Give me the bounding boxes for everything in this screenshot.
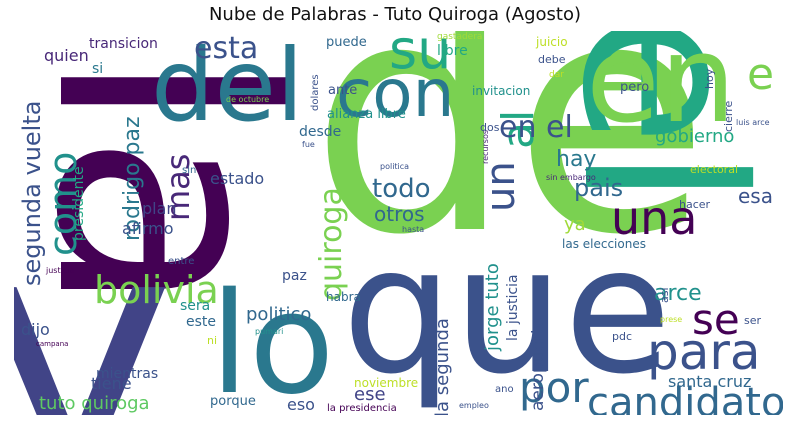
cloud-word: paz [282, 268, 307, 284]
cloud-word: segunda vuelta [18, 100, 46, 286]
cloud-word: ser [744, 314, 762, 327]
cloud-word: fue [302, 140, 315, 149]
cloud-word: ese [354, 384, 386, 405]
cloud-word: cierre [722, 100, 735, 132]
cloud-word: puede [326, 35, 367, 50]
cloud-word: recursos [481, 129, 490, 164]
cloud-word: hoy [703, 68, 716, 89]
cloud-word: ano [495, 384, 514, 395]
cloud-word: si [92, 61, 104, 77]
cloud-word: esa [738, 184, 773, 208]
cloud-word: debe [538, 53, 566, 66]
cloud-word: esta [194, 31, 259, 66]
cloud-word: tiene [91, 374, 132, 393]
cloud-word: juicio [536, 35, 568, 49]
cloud-word: dos [480, 121, 500, 134]
cloud-word: todo [372, 174, 431, 204]
cloud-word: dijo [21, 320, 50, 339]
cloud-word: candidato [587, 380, 783, 415]
cloud-word: pumari [255, 327, 284, 336]
cloud-word: pais [574, 174, 624, 202]
cloud-word: hacer [679, 198, 711, 211]
cloud-word: electoral [690, 163, 739, 176]
word-cloud: la de y que el en del lo con su para una… [14, 31, 783, 415]
cloud-word: aeropuerto [528, 317, 548, 411]
cloud-word: por [519, 363, 589, 412]
cloud-word: su [389, 31, 452, 81]
cloud-word: desde [299, 124, 342, 140]
cloud-word: y [14, 158, 176, 415]
cloud-word: un [478, 161, 524, 212]
cloud-word: de [310, 31, 710, 305]
cloud-word: que [342, 210, 672, 413]
cloud-word: dolares [310, 74, 321, 111]
cloud-word: eso [287, 395, 315, 414]
cloud-word: en el [499, 110, 573, 145]
cloud-word: entre [168, 256, 195, 267]
cloud-word: gobierno [655, 126, 735, 147]
cloud-word: e [747, 49, 775, 100]
cloud-word: quien [44, 46, 89, 65]
cloud-word: libre [437, 43, 468, 59]
cloud-word: luis arce [736, 118, 770, 127]
cloud-word: ya [564, 214, 586, 235]
cloud-word: se [692, 295, 740, 344]
cloud-word: las elecciones [562, 237, 646, 251]
figure-title: Nube de Palabras - Tuto Quiroga (Agosto) [208, 4, 582, 25]
cloud-word: quiroga [314, 187, 349, 301]
cloud-word: invitacion [472, 84, 531, 98]
cloud-word: ni [207, 334, 218, 347]
cloud-word: de octubre [226, 95, 270, 104]
cloud-word: sera [180, 298, 211, 314]
cloud-word: porque [210, 394, 256, 409]
cloud-word: politica [380, 162, 410, 171]
cloud-word: lo [210, 263, 335, 415]
cloud-word: otros [374, 202, 425, 226]
cloud-word: santa cruz [668, 372, 752, 391]
cloud-word: arce [654, 281, 702, 306]
cloud-word: con [336, 55, 455, 132]
cloud-word: gastadera [437, 32, 483, 42]
cloud-word: asi [658, 287, 671, 303]
cloud-word: estado [210, 169, 265, 188]
cloud-word: campana [36, 340, 69, 348]
cloud-word: sin embargo [546, 173, 596, 182]
cloud-word: politico [246, 304, 312, 325]
cloud-word: para [647, 323, 761, 381]
cloud-word: jorge tuto [482, 263, 503, 351]
cloud-word: la justicia [505, 274, 521, 341]
cloud-word: una [611, 191, 698, 245]
cloud-word: prese [660, 315, 683, 324]
cloud-word: pdc [612, 330, 633, 343]
cloud-word: pero [620, 80, 650, 95]
cloud-word: hasta [402, 225, 425, 234]
cloud-word: empleo [459, 401, 489, 410]
cloud-word: noviembre [354, 376, 419, 390]
cloud-word: habra [326, 290, 361, 304]
cloud-word: dar [549, 70, 564, 80]
cloud-word: presidente [71, 166, 87, 241]
cloud-word: en [586, 31, 736, 150]
cloud-word: del [151, 31, 304, 144]
cloud-word: mientras [96, 366, 159, 382]
cloud-word: justicia [46, 266, 75, 275]
cloud-word: transicion [89, 36, 158, 52]
cloud-word: tuto quiroga [39, 393, 150, 414]
cloud-word: la segunda [432, 318, 453, 415]
cloud-word: alianza libre [327, 107, 406, 122]
cloud-word: sin [182, 165, 197, 176]
cloud-word: bolivia [94, 268, 219, 312]
cloud-word: afirmo [122, 219, 174, 238]
cloud-word: la presidencia [327, 403, 397, 414]
cloud-word: plan [142, 199, 177, 218]
cloud-word: ante [328, 83, 358, 98]
cloud-word: hay [556, 147, 597, 172]
cloud-word: este [186, 314, 217, 330]
